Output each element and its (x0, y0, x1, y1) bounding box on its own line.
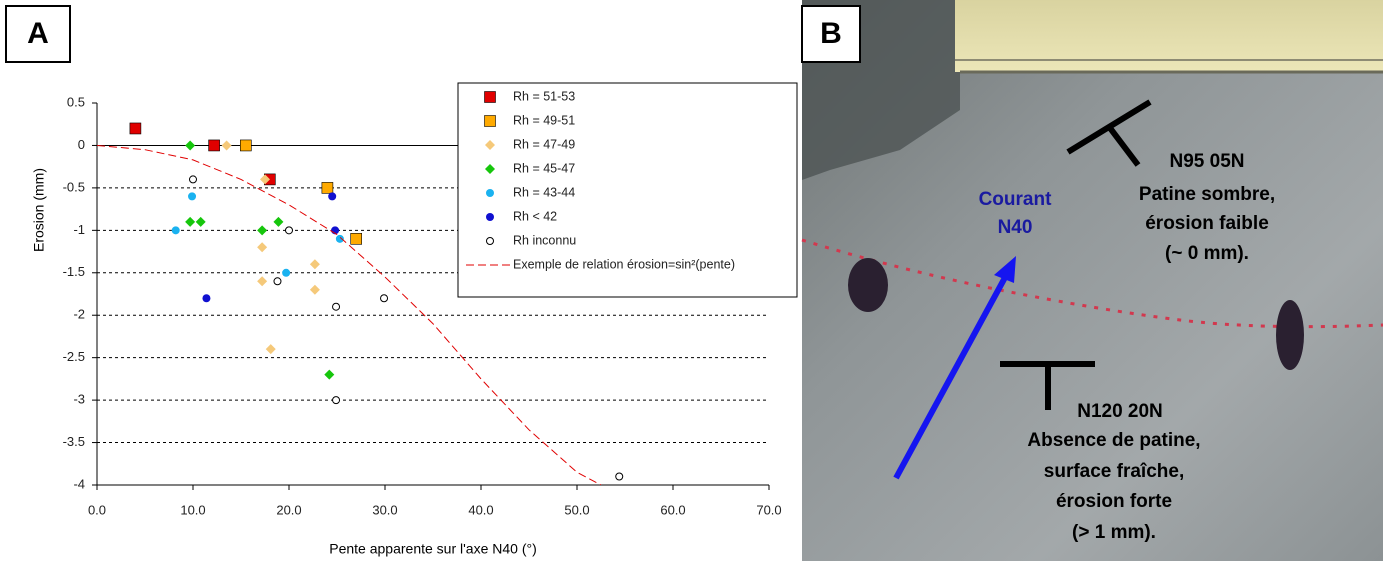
point (350, 233, 363, 245)
y-tick-label: -0.5 (63, 179, 85, 194)
point (257, 242, 268, 253)
panel-label-box (5, 5, 71, 63)
mark-blot (848, 258, 888, 312)
point (332, 302, 341, 311)
point (208, 139, 220, 152)
legend-label: Rh = 43-44 (513, 185, 575, 199)
strike-dip-symbol (1000, 361, 1095, 410)
point (189, 175, 197, 184)
point (380, 294, 389, 303)
annotation: Absence de patine, (1027, 430, 1200, 451)
x-tick-label: 60.0 (660, 502, 685, 517)
annotation: Courant (979, 189, 1053, 210)
point (188, 192, 197, 201)
point (332, 396, 341, 405)
annotation: Patine sombre, (1139, 184, 1275, 205)
trend-line (97, 144, 602, 485)
point (195, 216, 206, 227)
x-axis-title: Pente apparente sur l'axe N40 (°) (329, 541, 537, 557)
y-tick-label: -3.5 (63, 434, 85, 449)
legend-marker (484, 115, 496, 127)
legend-label: Rh = 49-51 (513, 113, 575, 127)
annotation: (> 1 mm). (1072, 522, 1156, 543)
point (285, 226, 293, 235)
point (185, 140, 196, 151)
strike-dip-symbol (1066, 99, 1152, 167)
panel-label-box (801, 5, 861, 63)
y-tick-label: -2 (73, 307, 85, 322)
point (324, 369, 335, 380)
x-tick-label: 70.0 (756, 502, 781, 517)
y-tick-label: -3 (73, 392, 85, 407)
legend: Rh = 51-53 Rh = 49-51 Rh = 47-49 Rh = 45-47… (457, 82, 798, 298)
legend-marker (486, 189, 494, 197)
y-tick-label: 0.5 (67, 94, 85, 109)
point (221, 140, 232, 151)
annotation: (~ 0 mm). (1165, 243, 1249, 264)
mark-blot (1276, 300, 1304, 370)
point (171, 226, 180, 235)
legend-marker (484, 91, 496, 103)
current-arrow-head (994, 256, 1016, 283)
point (615, 472, 624, 481)
ruler (955, 0, 1383, 72)
legend-label: Rh inconnu (513, 233, 576, 247)
point (328, 192, 337, 201)
point (240, 139, 252, 152)
legend-label: Rh = 51-53 (513, 89, 575, 103)
x-tick-label: 50.0 (564, 502, 589, 517)
legend-label: Rh < 42 (513, 209, 557, 223)
point (257, 225, 268, 236)
y-tick-label: -1 (73, 222, 85, 237)
point (309, 259, 320, 270)
x-tick-label: 20.0 (276, 502, 301, 517)
y-tick-label: -2.5 (63, 349, 85, 364)
x-tick-label: 10.0 (180, 502, 205, 517)
y-tick-label: 0 (78, 137, 85, 152)
point (321, 182, 334, 194)
point (309, 284, 320, 295)
legend-marker (485, 140, 495, 150)
annotation: érosion forte (1056, 491, 1172, 512)
annotation: N40 (998, 217, 1033, 238)
y-tick-label: -1.5 (63, 264, 85, 279)
point (335, 234, 344, 243)
x-tick-label: 40.0 (468, 502, 493, 517)
annotation: N95 05N (1170, 151, 1245, 172)
point (273, 216, 284, 227)
plot-area: 0.5 0 -0.5 -1 -1.5 -2 -2.5 -3 -3.5 -40.0 10.0 20.0 3… (63, 82, 798, 517)
point (282, 268, 291, 277)
marker-line (801, 238, 1383, 329)
annotation: N120 20N (1077, 401, 1163, 422)
point (260, 174, 270, 185)
point (202, 294, 211, 303)
point (129, 122, 142, 135)
panel-label: B (820, 17, 842, 50)
legend-marker (486, 237, 494, 245)
legend-marker (486, 213, 494, 221)
legend-label: Exemple de relation érosion=sin²(pente) (513, 257, 735, 271)
x-tick-label: 30.0 (372, 502, 397, 517)
x-tick-label: 0.0 (88, 502, 106, 517)
annotation: surface fraîche, (1044, 461, 1184, 482)
y-tick-label: -4 (73, 476, 85, 491)
legend-box (457, 82, 798, 298)
y-axis-title: Erosion (mm) (31, 168, 47, 252)
point (185, 216, 196, 227)
photo: B Courant N40 N95 05N Patine sombre, éro… (801, 0, 1383, 561)
point (257, 276, 268, 287)
current-arrow (893, 270, 1011, 480)
point (273, 277, 282, 286)
legend-label: Rh = 47-49 (513, 137, 575, 151)
panel-label: A (27, 17, 49, 50)
annotation: érosion faible (1145, 213, 1269, 234)
legend-marker (485, 164, 495, 174)
legend-label: Rh = 45-47 (513, 161, 575, 175)
point (265, 344, 276, 355)
